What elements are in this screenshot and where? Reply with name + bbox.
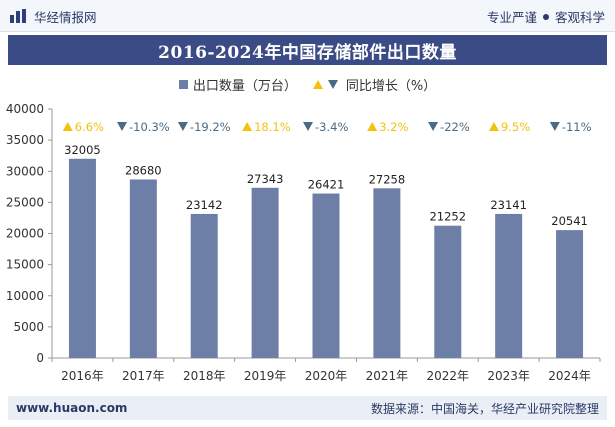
brand-name: 华经情报网	[34, 9, 97, 25]
bar-value-label: 23142	[186, 198, 223, 212]
legend-item-bar[interactable]: 出口数量（万台）	[178, 75, 297, 94]
y-tick-label: 25000	[6, 195, 44, 209]
bar	[312, 193, 340, 358]
x-tick-label: 2019年	[244, 369, 287, 383]
bar-chart: 0 5000 10000 15000 20000 25000 30000 35000 40000…	[6, 102, 601, 383]
chart-legend: 出口数量（万台） 同比增长（%）	[0, 75, 615, 94]
growth-down-icon	[117, 122, 128, 131]
growth-label: -10.3%	[129, 120, 170, 134]
bar-value-label: 23141	[490, 198, 527, 212]
bar-value-label: 28680	[125, 163, 162, 177]
y-tick-label: 20000	[6, 227, 44, 241]
x-tick-label: 2017年	[122, 369, 165, 383]
title-bar: 2016-2024年中国存储部件出口数量	[8, 35, 607, 65]
growth-down-icon	[303, 122, 313, 131]
footer: www.huaon.com 数据来源：中国海关，华经产业研究院整理	[8, 396, 607, 420]
footer-url[interactable]: www.huaon.com	[16, 401, 128, 415]
growth-label: 18.1%	[254, 120, 291, 134]
growth-label: 9.5%	[501, 120, 530, 134]
bar-value-label: 26421	[308, 178, 345, 192]
growth-down-icon	[177, 122, 188, 131]
bar	[434, 225, 462, 358]
x-tick-label: 2020年	[305, 369, 348, 383]
triangle-up-icon	[312, 80, 323, 89]
growth-up-icon	[242, 122, 253, 131]
y-tick-label: 35000	[6, 133, 44, 147]
bar-value-label: 21252	[429, 210, 466, 224]
growth-down-icon	[428, 122, 439, 131]
legend-item-growth[interactable]: 同比增长（%）	[312, 75, 437, 94]
growth-label: -22%	[440, 120, 470, 134]
bar-value-label: 20541	[551, 214, 588, 228]
slogan-right: 客观科学	[554, 10, 605, 25]
x-tick-label: 2023年	[487, 369, 530, 383]
slogan: 专业严谨 客观科学	[487, 7, 605, 26]
y-tick-label: 40000	[6, 102, 44, 116]
x-tick-label: 2016年	[61, 369, 104, 383]
growth-down-icon	[549, 122, 560, 131]
y-tick-label: 0	[36, 351, 44, 365]
bar-value-label: 27258	[369, 172, 406, 186]
legend-bar-label: 出口数量（万台）	[192, 79, 297, 94]
growth-label: 6.6%	[75, 120, 104, 134]
legend-growth-label: 同比增长（%）	[345, 79, 437, 94]
x-tick-label: 2022年	[427, 369, 470, 383]
y-tick-label: 10000	[6, 289, 44, 303]
x-tick-label: 2021年	[366, 369, 409, 383]
x-tick-label: 2024年	[548, 369, 591, 383]
slogan-dot-icon	[542, 13, 549, 20]
growth-up-icon	[488, 122, 499, 131]
bar	[373, 188, 401, 358]
bar	[68, 158, 96, 358]
chart-title: 2016-2024年中国存储部件出口数量	[158, 42, 457, 63]
brand-logo-icon	[10, 9, 26, 23]
growth-label: -19.2%	[190, 120, 231, 134]
growth-label: -11%	[562, 120, 592, 134]
triangle-down-icon	[327, 80, 338, 89]
bar	[190, 213, 218, 358]
footer-source: 数据来源：中国海关，华经产业研究院整理	[370, 401, 599, 416]
slogan-left: 专业严谨	[486, 10, 537, 25]
bar-value-label: 27343	[247, 172, 284, 186]
bar-value-label: 32005	[64, 143, 101, 157]
y-tick-label: 30000	[6, 164, 44, 178]
growth-up-icon	[62, 122, 73, 131]
top-bar: 华经情报网 专业严谨 客观科学	[0, 0, 615, 32]
brand[interactable]: 华经情报网	[10, 7, 97, 25]
bar	[129, 179, 157, 358]
growth-label: -3.4%	[315, 120, 348, 134]
legend-bar-swatch-icon	[178, 80, 188, 89]
x-tick-label: 2018年	[183, 369, 226, 383]
y-tick-label: 15000	[6, 258, 44, 272]
growth-up-icon	[367, 122, 378, 131]
y-tick-label: 5000	[13, 320, 44, 334]
bar	[556, 230, 584, 358]
bar	[251, 187, 279, 358]
bar	[495, 213, 523, 358]
growth-label: 3.2%	[379, 120, 408, 134]
